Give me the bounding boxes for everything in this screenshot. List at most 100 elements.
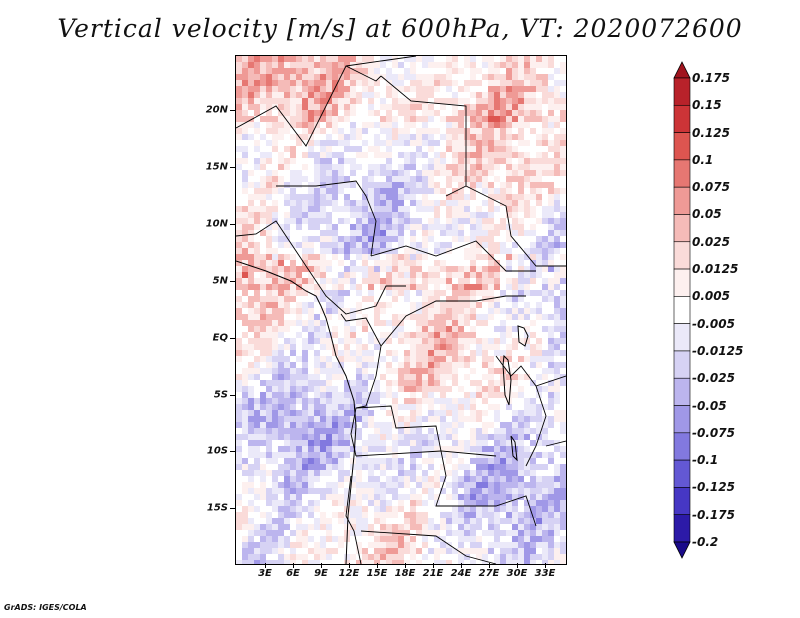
- colorbar: [673, 61, 691, 559]
- colorbar-label: -0.025: [692, 371, 735, 386]
- colorbar-segment: [673, 241, 691, 270]
- x-tick-label: 21E: [422, 568, 444, 579]
- x-tick-label: 3E: [258, 568, 272, 579]
- colorbar-label: 0.1: [692, 152, 714, 167]
- country-border: [380, 295, 526, 347]
- y-tick-label: EQ: [212, 332, 228, 344]
- country-border: [305, 265, 406, 315]
- lake-outline: [502, 354, 512, 406]
- colorbar-segment: [673, 377, 691, 406]
- colorbar-segment: [673, 350, 691, 379]
- country-border: [236, 220, 307, 267]
- country-border: [276, 180, 377, 257]
- x-tick-mark: [377, 563, 378, 568]
- coastline: [236, 260, 357, 564]
- y-tick-mark: [230, 395, 235, 396]
- x-tick-label: 30E: [506, 568, 528, 579]
- colorbar-segment: [673, 77, 691, 106]
- y-tick-mark: [230, 281, 235, 282]
- country-border: [465, 185, 566, 267]
- x-tick-mark: [433, 563, 434, 568]
- country-border: [340, 313, 382, 377]
- country-border: [355, 405, 497, 457]
- lake-outline: [517, 325, 529, 347]
- colorbar-segment: [673, 487, 691, 516]
- colorbar-label: -0.005: [692, 316, 735, 331]
- y-tick-label: 5S: [213, 389, 228, 401]
- y-tick-mark: [230, 224, 235, 225]
- footer-credit: GrADS: IGES/COLA: [4, 603, 87, 612]
- colorbar-label: -0.075: [692, 425, 735, 440]
- colorbar-segment: [673, 132, 691, 161]
- lake-outline: [510, 435, 518, 462]
- y-tick-label: 5N: [212, 275, 228, 287]
- colorbar-label: 0.0125: [692, 262, 739, 277]
- country-border: [236, 65, 382, 147]
- colorbar-label: -0.175: [692, 507, 735, 522]
- x-tick-mark: [265, 563, 266, 568]
- map-title: Vertical velocity [m/s] at 600hPa, VT: 2…: [57, 14, 743, 43]
- colorbar-label: 0.05: [692, 207, 722, 222]
- y-tick-mark: [230, 338, 235, 339]
- colorbar-segment: [673, 514, 691, 543]
- y-tick-mark: [230, 110, 235, 111]
- map-panel: [235, 55, 567, 565]
- colorbar-label: -0.125: [692, 480, 735, 495]
- colorbar-label: -0.1: [692, 453, 719, 468]
- country-border: [355, 450, 442, 457]
- country-border: [545, 440, 566, 447]
- y-tick-label: 10N: [205, 218, 228, 230]
- colorbar-label: -0.05: [692, 398, 727, 413]
- colorbar-arrow-bottom: [673, 541, 691, 559]
- y-tick-label: 20N: [205, 104, 228, 116]
- colorbar-segment: [673, 268, 691, 297]
- x-tick-mark: [545, 563, 546, 568]
- x-tick-mark: [517, 563, 518, 568]
- country-border: [435, 450, 537, 527]
- y-tick-label: 15S: [206, 502, 228, 514]
- colorbar-segment: [673, 214, 691, 243]
- colorbar-label: -0.2: [692, 535, 719, 549]
- x-tick-label: 33E: [534, 568, 556, 579]
- country-border: [370, 240, 536, 272]
- colorbar-label: 0.005: [692, 289, 730, 304]
- colorbar-label: 0.125: [692, 125, 730, 140]
- y-tick-mark: [230, 508, 235, 509]
- x-tick-label: 15E: [366, 568, 388, 579]
- x-tick-mark: [293, 563, 294, 568]
- x-tick-mark: [349, 563, 350, 568]
- x-tick-label: 9E: [314, 568, 328, 579]
- y-tick-mark: [230, 451, 235, 452]
- colorbar-segment: [673, 159, 691, 188]
- y-tick-label: 10S: [206, 445, 228, 457]
- colorbar-segment: [673, 104, 691, 133]
- x-tick-label: 6E: [286, 568, 300, 579]
- velocity-field: [236, 56, 566, 564]
- x-tick-label: 12E: [338, 568, 360, 579]
- colorbar-segment: [673, 459, 691, 488]
- x-tick-mark: [321, 563, 322, 568]
- colorbar-arrow-top: [673, 61, 691, 79]
- colorbar-label: 0.025: [692, 234, 730, 249]
- y-tick-label: 15N: [205, 161, 228, 173]
- country-border: [360, 530, 497, 564]
- x-tick-mark: [405, 563, 406, 568]
- x-tick-label: 24E: [450, 568, 472, 579]
- country-border: [535, 375, 566, 387]
- colorbar-label: 0.075: [692, 180, 730, 195]
- colorbar-segment: [673, 186, 691, 215]
- y-tick-mark: [230, 167, 235, 168]
- colorbar-label: 0.15: [692, 98, 722, 113]
- colorbar-segment: [673, 296, 691, 324]
- x-tick-mark: [461, 563, 462, 568]
- country-border: [345, 475, 362, 564]
- velocity-cells: [236, 56, 566, 564]
- country-border: [380, 75, 467, 197]
- colorbar-label: -0.0125: [692, 343, 744, 358]
- colorbar-label: 0.175: [692, 71, 730, 85]
- colorbar-segment: [673, 405, 691, 434]
- x-tick-label: 18E: [394, 568, 416, 579]
- country-border: [345, 56, 417, 67]
- colorbar-segment: [673, 323, 691, 352]
- x-tick-label: 27E: [478, 568, 500, 579]
